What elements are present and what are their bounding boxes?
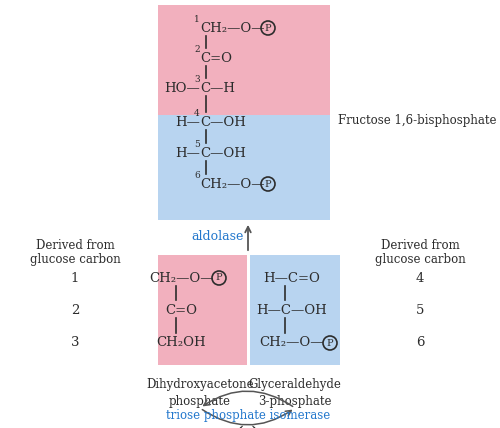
Text: triose phosphate isomerase: triose phosphate isomerase: [166, 410, 330, 422]
Text: H—C=O: H—C=O: [264, 271, 320, 285]
Text: Dihydroxyacetone
phosphate: Dihydroxyacetone phosphate: [146, 378, 254, 408]
Text: Fructose 1,6-bisphosphate: Fructose 1,6-bisphosphate: [338, 113, 496, 127]
Text: C—OH: C—OH: [200, 146, 246, 160]
Text: P: P: [326, 339, 334, 348]
Text: P: P: [264, 179, 272, 188]
Text: glucose carbon: glucose carbon: [374, 253, 466, 267]
Bar: [158, 115, 330, 220]
Text: P: P: [264, 24, 272, 33]
Text: 2: 2: [194, 45, 200, 54]
Text: 5: 5: [194, 140, 200, 149]
Text: CH₂—O—: CH₂—O—: [149, 271, 213, 285]
Text: 6: 6: [416, 336, 424, 350]
Text: H—: H—: [175, 116, 200, 128]
Text: P: P: [216, 273, 222, 282]
Text: CH₂—O—: CH₂—O—: [200, 21, 264, 35]
Text: glucose carbon: glucose carbon: [30, 253, 120, 267]
Text: C—OH: C—OH: [200, 116, 246, 128]
Text: 5: 5: [416, 303, 424, 316]
Text: CH₂OH: CH₂OH: [156, 336, 206, 350]
Text: H—: H—: [175, 146, 200, 160]
Text: CH₂—O—: CH₂—O—: [260, 336, 324, 350]
Text: C=O: C=O: [165, 303, 197, 316]
Text: 1: 1: [194, 15, 200, 24]
Text: C—H: C—H: [200, 81, 235, 95]
Text: 3: 3: [71, 336, 79, 350]
Text: aldolase: aldolase: [192, 229, 244, 243]
Text: CH₂—O—: CH₂—O—: [200, 178, 264, 190]
Text: H—C—OH: H—C—OH: [256, 303, 328, 316]
Text: 2: 2: [71, 303, 79, 316]
Text: 4: 4: [416, 271, 424, 285]
Text: (a): (a): [237, 426, 259, 428]
Text: Derived from: Derived from: [380, 238, 460, 252]
Text: Derived from: Derived from: [36, 238, 115, 252]
Text: Glyceraldehyde
3-phosphate: Glyceraldehyde 3-phosphate: [248, 378, 342, 408]
Bar: [158, 5, 330, 115]
Text: HO—: HO—: [164, 81, 200, 95]
Bar: [250, 255, 340, 365]
Text: 4: 4: [194, 109, 200, 118]
Text: C=O: C=O: [200, 51, 232, 65]
Text: 3: 3: [194, 75, 200, 84]
Text: 6: 6: [194, 171, 200, 180]
Bar: [158, 255, 247, 365]
Text: 1: 1: [71, 271, 79, 285]
